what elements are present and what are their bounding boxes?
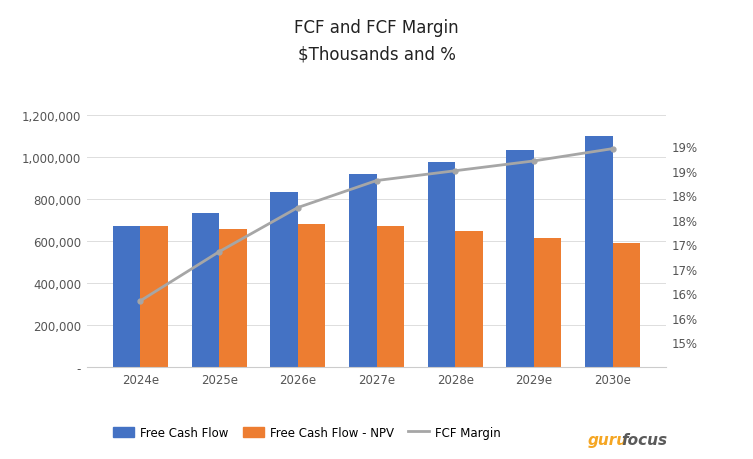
Bar <box>191 214 219 367</box>
Bar <box>219 229 247 367</box>
Bar <box>506 151 534 367</box>
FCF Margin <box>136 298 145 304</box>
Legend: Free Cash Flow, Free Cash Flow - NPV, FCF Margin: Free Cash Flow, Free Cash Flow - NPV, FC… <box>108 421 505 443</box>
FCF Margin <box>294 205 303 211</box>
Text: guru: guru <box>587 432 627 448</box>
Text: focus: focus <box>621 432 667 448</box>
Bar <box>141 227 168 367</box>
Bar <box>376 226 404 367</box>
FCF Margin <box>450 168 459 174</box>
FCF Margin <box>215 249 224 255</box>
Line: FCF Margin: FCF Margin <box>138 147 615 303</box>
Bar <box>428 162 455 367</box>
FCF Margin <box>529 159 538 164</box>
Bar <box>455 231 483 367</box>
Bar <box>585 136 612 367</box>
Bar <box>113 227 141 367</box>
FCF Margin <box>608 146 617 152</box>
FCF Margin <box>372 179 381 184</box>
Title: FCF and FCF Margin
$Thousands and %: FCF and FCF Margin $Thousands and % <box>294 19 459 64</box>
Bar <box>298 225 325 367</box>
Bar <box>612 243 640 367</box>
Bar <box>270 193 298 367</box>
Bar <box>534 239 562 367</box>
Bar <box>349 174 376 367</box>
